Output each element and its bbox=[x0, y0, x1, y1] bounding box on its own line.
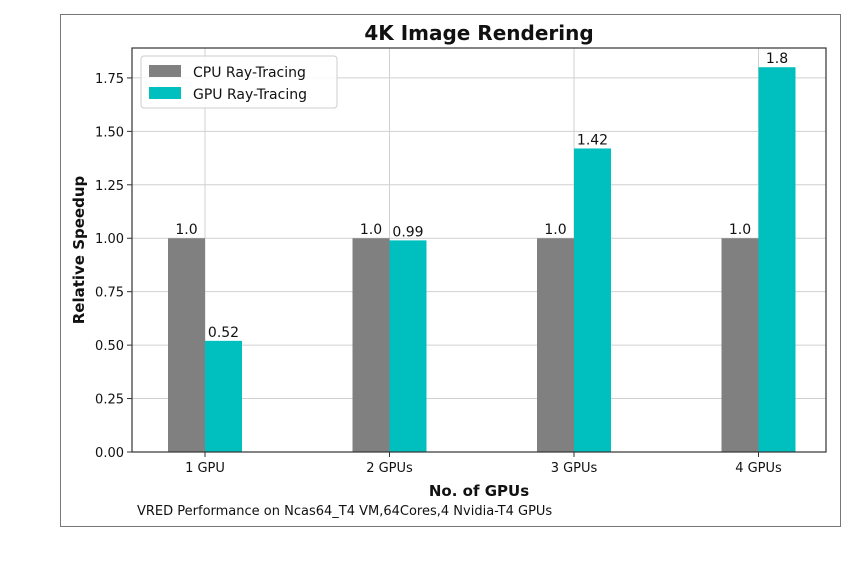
data-label: 1.8 bbox=[766, 51, 788, 67]
caption: VRED Performance on Ncas64_T4 VM,64Cores… bbox=[137, 504, 552, 519]
y-tick-label: 1.50 bbox=[95, 125, 124, 140]
bar-cpu bbox=[721, 238, 759, 452]
x-tick-label: 1 GPU bbox=[185, 461, 225, 476]
bar-cpu bbox=[352, 238, 390, 452]
y-tick-label: 1.25 bbox=[95, 179, 124, 194]
data-label: 0.99 bbox=[392, 224, 423, 240]
legend-box bbox=[140, 55, 338, 109]
legend-label: CPU Ray-Tracing bbox=[193, 65, 306, 81]
bar-gpu bbox=[205, 340, 242, 452]
data-label: 1.0 bbox=[360, 222, 382, 238]
y-tick-label: 0.75 bbox=[95, 286, 124, 301]
bar-gpu bbox=[574, 148, 611, 452]
x-tick-label: 4 GPUs bbox=[735, 461, 782, 476]
y-tick-label: 1.75 bbox=[95, 72, 124, 87]
data-label: 1.0 bbox=[729, 222, 751, 238]
bar-cpu bbox=[537, 238, 574, 452]
plot-area bbox=[131, 47, 827, 453]
x-tick-label: 3 GPUs bbox=[551, 461, 598, 476]
data-label: 1.42 bbox=[577, 132, 608, 148]
y-tick-label: 0.50 bbox=[95, 339, 124, 354]
legend-swatch bbox=[149, 65, 181, 77]
chart-title: 4K Image Rendering bbox=[364, 21, 593, 45]
data-label: 1.0 bbox=[544, 222, 566, 238]
bar-gpu bbox=[389, 240, 427, 452]
y-tick-label: 0.25 bbox=[95, 393, 124, 408]
x-tick-label: 2 GPUs bbox=[366, 461, 413, 476]
y-tick-label: 0.00 bbox=[95, 446, 124, 461]
bar-gpu bbox=[758, 67, 796, 452]
y-tick-label: 1.00 bbox=[95, 232, 124, 247]
data-label: 1.0 bbox=[175, 222, 197, 238]
bar-cpu bbox=[168, 238, 205, 452]
legend-swatch bbox=[149, 87, 181, 99]
x-axis-label: No. of GPUs bbox=[429, 482, 529, 500]
data-label: 0.52 bbox=[208, 325, 239, 341]
legend-label: GPU Ray-Tracing bbox=[193, 87, 307, 103]
figure-frame bbox=[60, 14, 841, 527]
y-axis-label: Relative Speedup bbox=[70, 175, 88, 324]
